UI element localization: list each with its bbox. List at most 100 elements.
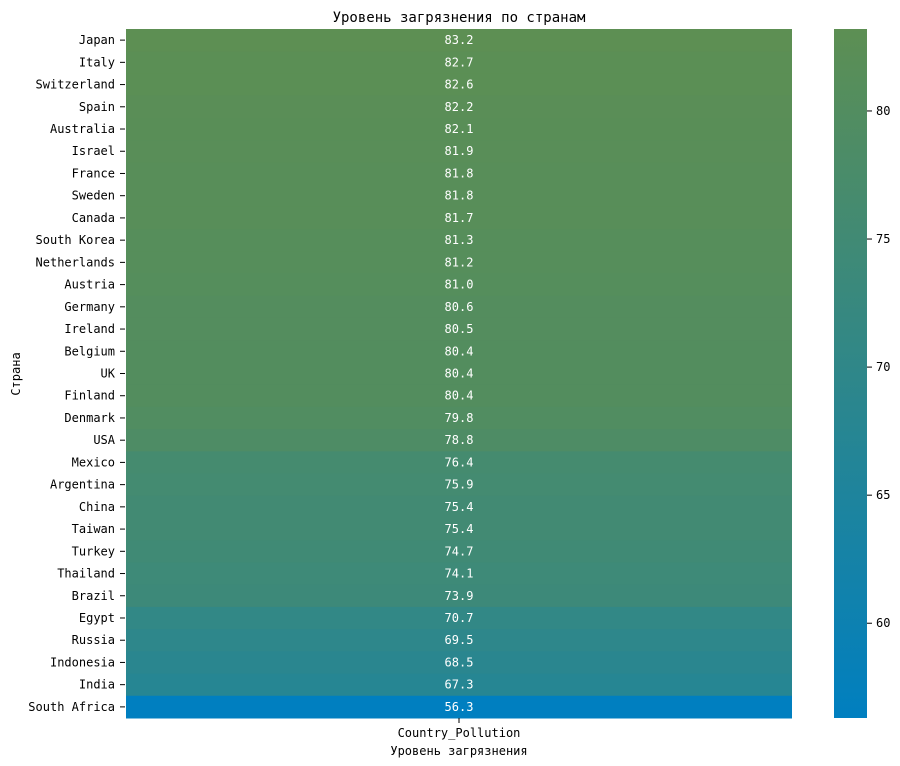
y-tick-label: UK — [101, 367, 116, 381]
cell-value-label: 79.8 — [445, 411, 474, 425]
cell-value-label: 80.4 — [445, 344, 474, 358]
cell-value-label: 75.4 — [445, 500, 474, 514]
y-tick-marks — [120, 39, 125, 708]
heatmap-cell — [126, 540, 792, 563]
cell-value-label: 75.4 — [445, 522, 474, 536]
y-tick-label: Germany — [64, 300, 115, 314]
colorbar-tick-label: 70 — [876, 360, 890, 374]
heatmap-cell — [126, 184, 792, 208]
y-tick-label: Spain — [79, 100, 115, 114]
colorbar-tick-label: 65 — [876, 488, 890, 502]
heatmap-cell — [126, 406, 792, 430]
heatmap-cell — [126, 162, 792, 186]
cell-value-label: 56.3 — [445, 700, 474, 714]
colorbar-ticks: 60 65 70 75 80 — [867, 104, 890, 630]
heatmap-cell — [126, 384, 792, 408]
cell-value-label: 73.9 — [445, 589, 474, 603]
y-tick-label: China — [79, 500, 115, 514]
cell-value-label: 80.4 — [445, 367, 474, 381]
y-tick-label: Argentina — [50, 478, 115, 492]
cell-value-label: 81.7 — [445, 211, 474, 225]
heatmap-cell — [126, 584, 792, 608]
heatmap-cell — [126, 451, 792, 475]
y-tick-label: Sweden — [72, 189, 115, 203]
cell-value-label: 78.8 — [445, 433, 474, 447]
colorbar-tick-label: 75 — [876, 232, 890, 246]
cell-value-label: 74.7 — [445, 544, 474, 558]
heatmap-cell — [126, 29, 792, 52]
heatmap-cell — [126, 673, 792, 697]
chart-title: Уровень загрязнения по странам — [333, 10, 586, 26]
y-tick-labels: Japan Italy Switzerland Spain Australia Israe… — [28, 33, 115, 714]
y-tick-label: South Africa — [28, 700, 115, 714]
cell-value-label: 82.6 — [445, 78, 474, 92]
y-tick-label: Italy — [79, 55, 115, 69]
y-tick-label: Israel — [72, 144, 115, 158]
y-tick-label: Mexico — [72, 455, 115, 469]
heatmap-cell — [126, 95, 792, 119]
heatmap-cell — [126, 117, 792, 141]
cell-value-label: 81.9 — [445, 144, 474, 158]
y-axis-label: Страна — [9, 352, 23, 395]
y-tick-label: Netherlands — [36, 255, 115, 269]
heatmap-cell — [126, 206, 792, 230]
cell-value-label: 68.5 — [445, 655, 474, 669]
x-axis-label: Уровень загрязнения — [390, 744, 527, 758]
heatmap-cell — [126, 495, 792, 519]
cell-value-label: 76.4 — [445, 455, 474, 469]
cell-value-label: 83.2 — [445, 33, 474, 47]
y-tick-label: Australia — [50, 122, 115, 136]
y-tick-label: Thailand — [57, 567, 115, 581]
y-tick-label: Taiwan — [72, 522, 115, 536]
heatmap-cell-labels: 83.2 82.7 82.6 82.2 82.1 81.9 81.8 81.8 81.7 81.3… — [445, 33, 474, 714]
y-tick-label: France — [72, 166, 115, 180]
heatmap-cell — [126, 473, 792, 497]
heatmap-cell — [126, 606, 792, 630]
y-tick-label: India — [79, 678, 115, 692]
heatmap-cell — [126, 695, 792, 719]
heatmap-cell — [126, 251, 792, 274]
heatmap-cell — [126, 340, 792, 363]
y-tick-label: Egypt — [79, 611, 115, 625]
cell-value-label: 81.0 — [445, 278, 474, 292]
y-tick-label: Indonesia — [50, 655, 115, 669]
cell-value-label: 69.5 — [445, 633, 474, 647]
y-tick-label: Switzerland — [36, 78, 115, 92]
y-tick-label: South Korea — [36, 233, 115, 247]
y-tick-label: Brazil — [72, 589, 115, 603]
y-tick-label: Belgium — [64, 344, 115, 358]
cell-value-label: 81.8 — [445, 166, 474, 180]
colorbar-tick-label: 80 — [876, 104, 890, 118]
y-tick-label: Ireland — [64, 322, 115, 336]
cell-value-label: 70.7 — [445, 611, 474, 625]
heatmap-cell — [126, 562, 792, 586]
colorbar — [834, 29, 867, 718]
heatmap-cell — [126, 317, 792, 341]
cell-value-label: 82.7 — [445, 55, 474, 69]
heatmap-cell — [126, 51, 792, 74]
y-tick-label: Russia — [72, 633, 115, 647]
heatmap-cells — [126, 29, 792, 719]
cell-value-label: 80.4 — [445, 389, 474, 403]
cell-value-label: 82.1 — [445, 122, 474, 136]
colorbar-tick-label: 60 — [876, 616, 890, 630]
x-tick-labels: Country_Pollution — [398, 718, 521, 740]
heatmap-cell — [126, 651, 792, 675]
y-tick-label: Finland — [64, 389, 115, 403]
cell-value-label: 75.9 — [445, 478, 474, 492]
y-tick-label: Canada — [72, 211, 115, 225]
y-tick-label: USA — [93, 433, 115, 447]
y-tick-label: Austria — [64, 278, 115, 292]
cell-value-label: 67.3 — [445, 678, 474, 692]
cell-value-label: 81.3 — [445, 233, 474, 247]
cell-value-label: 80.6 — [445, 300, 474, 314]
x-tick-label: Country_Pollution — [398, 726, 521, 740]
y-tick-label: Turkey — [72, 544, 115, 558]
heatmap-cell — [126, 140, 792, 163]
heatmap-cell — [126, 229, 792, 252]
y-tick-label: Japan — [79, 33, 115, 47]
heatmap-cell — [126, 295, 792, 319]
cell-value-label: 81.2 — [445, 255, 474, 269]
heatmap-cell — [126, 362, 792, 386]
